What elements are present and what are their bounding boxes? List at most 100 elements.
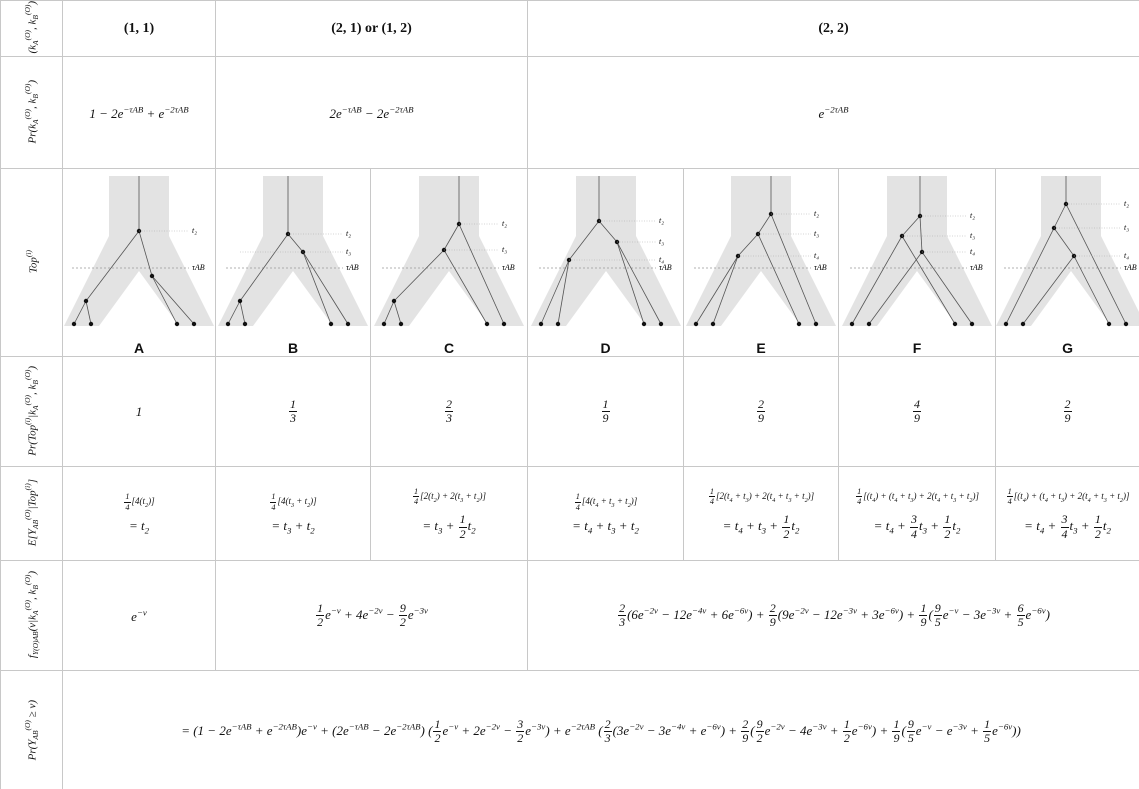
- superscript: −2τAB: [571, 722, 595, 732]
- leaf-node: [346, 322, 350, 326]
- numerator: 1: [943, 513, 951, 528]
- formula-text: )]: [631, 496, 638, 506]
- formula-line: 14[4(t4 + t3 + t2)]: [528, 492, 683, 512]
- formula-text: +: [442, 518, 457, 533]
- formula-text: − 2e: [369, 723, 397, 738]
- leaf-node: [814, 322, 818, 326]
- formula-text: ) (: [421, 723, 433, 738]
- numerator: 2: [1064, 398, 1072, 413]
- formula: 14[2(t2) + 2(t3 + t2)]: [412, 491, 486, 501]
- formula-text: (k: [27, 45, 39, 54]
- denominator: 4: [413, 497, 419, 507]
- formula-text: + t: [733, 491, 746, 501]
- table-row: Pr(YAB(O) ≥ v)= (1 − 2e−τAB + e−2τAB)e−v…: [1, 671, 1139, 789]
- formula-text: − 2e: [362, 106, 390, 121]
- formula-text: )]: [148, 496, 155, 506]
- formula-text: E[Y: [27, 529, 39, 546]
- topology-letter: F: [839, 340, 995, 356]
- denominator: 4: [124, 503, 130, 513]
- denominator: 9: [892, 732, 900, 746]
- formula-text: 2e: [329, 106, 341, 121]
- formula-text: + 3e: [857, 607, 885, 622]
- table-row: Pr(kA(O), kB(O))1 − 2e−τAB + e−2τAB2e−τA…: [1, 57, 1139, 169]
- subscript: B: [31, 585, 40, 590]
- leaf-node: [641, 322, 645, 326]
- tree-diagram: t₂t₃τAB: [374, 176, 524, 336]
- time-label: τAB: [192, 263, 205, 272]
- table-row: Pr(Top(i)|kA(O), kB(O))1132319294929: [1, 357, 1139, 467]
- formula-text: −: [500, 723, 515, 738]
- formula-text: + t: [463, 491, 476, 501]
- time-label: t₂: [192, 226, 197, 235]
- denominator: 4: [856, 497, 862, 507]
- denominator: 9: [919, 616, 927, 630]
- table-cell: 29: [996, 357, 1139, 467]
- table-cell: 29: [684, 357, 839, 467]
- leaf-node: [175, 322, 179, 326]
- denominator: 4: [910, 528, 918, 542]
- denominator: 2: [399, 616, 407, 630]
- formula-text: (v|k: [27, 615, 39, 631]
- numerator: 2: [757, 398, 765, 413]
- formula-text: + (2e: [317, 723, 349, 738]
- formula: = (1 − 2e−τAB + e−2τAB)e−v + (2e−τAB − 2…: [181, 723, 1021, 738]
- formula-text: ): [27, 1, 39, 5]
- table-cell: 14[(t4) + (t4 + t3) + 2(t4 + t3 + t2)] = …: [839, 467, 996, 561]
- time-label: t₄: [1124, 251, 1129, 260]
- formula-text: + t: [294, 496, 307, 506]
- row-label: Top(i): [1, 169, 63, 357]
- superscript: (O): [23, 575, 32, 585]
- denominator: 2: [459, 528, 467, 542]
- time-label: t₂: [502, 219, 507, 228]
- fraction: 12: [1094, 513, 1102, 541]
- denominator: 2: [756, 732, 764, 746]
- time-label: t₄: [814, 251, 819, 260]
- table-cell: 2e−τAB − 2e−2τAB: [216, 57, 528, 169]
- formula-text: +: [1044, 518, 1059, 533]
- table-cell: 1: [63, 357, 216, 467]
- numerator: 1: [709, 487, 715, 498]
- formula: Pr(kA(O), kB(O)): [23, 80, 40, 143]
- fraction: 15: [983, 718, 991, 746]
- denominator: 5: [907, 732, 915, 746]
- formula-text: + 4e: [341, 607, 369, 622]
- formula: = t4 + t3 + 12t2: [723, 518, 800, 533]
- formula-text: [2(t: [420, 491, 434, 501]
- formula-line: 14[(t4) + (t4 + t3) + 2(t4 + t3 + t2)]: [996, 487, 1139, 507]
- fraction: 12: [316, 602, 324, 630]
- formula-text: +: [827, 723, 842, 738]
- table-cell: t₂t₃t₄τABF: [839, 169, 996, 357]
- numerator: 3: [910, 513, 918, 528]
- leaf-node: [538, 322, 542, 326]
- topology-letter: D: [528, 340, 683, 356]
- numerator: 9: [907, 718, 915, 733]
- numerator: 3: [516, 718, 524, 733]
- formula-text: +: [894, 518, 909, 533]
- results-table: (kA(O), kB(O))(1, 1)(2, 1) or (1, 2)(2, …: [0, 0, 1139, 789]
- superscript: −2τAB: [389, 104, 413, 114]
- row-label: (kA(O), kB(O)): [1, 1, 63, 57]
- formula-text: [2(t: [716, 491, 730, 501]
- numerator: 1: [289, 398, 297, 413]
- denominator: 9: [741, 732, 749, 746]
- row-label: E[YAB(O)|Top(i)]: [1, 467, 63, 561]
- superscript: −6v: [885, 606, 899, 616]
- formula-text: Pr(Top: [27, 425, 39, 456]
- formula-text: + t: [897, 491, 910, 501]
- time-label: t₂: [346, 229, 351, 238]
- formula-text: ) + (t: [1026, 491, 1045, 501]
- fraction: 95: [934, 602, 942, 630]
- subscript: 2: [310, 526, 314, 536]
- superscript: −v: [922, 722, 932, 732]
- formula-line: = t4 + 34t3 + 12t2: [839, 513, 995, 541]
- formula-text: )]: [808, 491, 815, 501]
- formula-line: = t4 + 34t3 + 12t2: [996, 513, 1139, 541]
- formula-text: ): [27, 366, 39, 370]
- leaf-node: [485, 322, 489, 326]
- denominator: 4: [270, 503, 276, 513]
- table-cell: t₂t₃t₄τABE: [684, 169, 839, 357]
